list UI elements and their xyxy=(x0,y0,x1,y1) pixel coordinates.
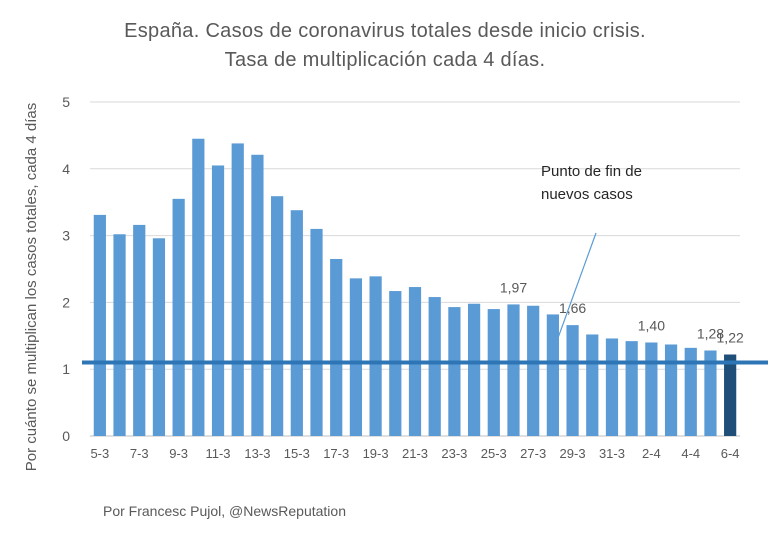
bar xyxy=(527,305,540,436)
x-tick-label: 29-3 xyxy=(560,446,586,461)
chart-subtitle: Tasa de multiplicación cada 4 días. xyxy=(224,49,546,71)
bar xyxy=(467,303,481,436)
bar xyxy=(369,276,382,436)
bar xyxy=(625,341,638,436)
bar xyxy=(605,338,619,436)
bar xyxy=(586,334,599,436)
bar xyxy=(251,154,264,436)
x-tick-label: 4-4 xyxy=(681,446,700,461)
bar xyxy=(271,196,284,436)
y-tick-label: 5 xyxy=(62,94,70,110)
y-tick-label: 3 xyxy=(62,228,70,244)
annotation-arrowhead xyxy=(548,347,557,360)
y-tick-label: 2 xyxy=(62,294,70,310)
bar xyxy=(290,210,303,436)
chart-credit: Por Francesc Pujol, @NewsReputation xyxy=(103,503,346,519)
x-tick-label: 13-3 xyxy=(244,446,270,461)
x-tick-label: 5-3 xyxy=(90,446,109,461)
bar xyxy=(724,354,737,436)
annotation-arrow xyxy=(551,232,597,355)
bar xyxy=(211,165,225,436)
y-axis-label: Por cuánto se multiplican los casos tota… xyxy=(23,103,40,472)
x-tick-label: 11-3 xyxy=(205,446,230,461)
x-tick-label: 7-3 xyxy=(130,446,149,461)
bar xyxy=(330,258,343,436)
bar xyxy=(645,342,658,436)
x-tick-label: 27-3 xyxy=(520,446,546,461)
bar xyxy=(704,350,717,436)
data-label: 1,28 xyxy=(697,325,724,341)
x-tick-label: 23-3 xyxy=(441,446,467,461)
x-tick-label: 2-4 xyxy=(642,446,661,461)
x-tick-label: 9-3 xyxy=(169,446,188,461)
bar xyxy=(428,297,441,436)
bar xyxy=(566,325,579,436)
data-label: 1,97 xyxy=(500,279,527,295)
bar xyxy=(507,304,520,436)
bar xyxy=(684,347,697,436)
bar xyxy=(448,307,461,436)
bar xyxy=(93,214,106,436)
bar xyxy=(231,143,244,436)
data-label: 1,40 xyxy=(638,317,665,333)
x-tick-label: 25-3 xyxy=(481,446,507,461)
x-tick-label: 6-4 xyxy=(721,446,740,461)
bar xyxy=(664,344,678,436)
bar xyxy=(133,224,146,436)
bar xyxy=(310,228,323,436)
data-label: 1,22 xyxy=(717,330,744,346)
bar xyxy=(349,278,363,436)
data-label: 1,66 xyxy=(559,300,586,316)
x-tick-label: 31-3 xyxy=(599,446,625,461)
x-tick-label: 15-3 xyxy=(284,446,310,461)
chart-title: España. Casos de coronavirus totales des… xyxy=(124,20,646,42)
annotation-text: Punto de fin de xyxy=(541,163,642,180)
y-tick-label: 4 xyxy=(62,161,70,177)
x-tick-label: 19-3 xyxy=(363,446,389,461)
bar xyxy=(487,309,500,436)
annotation-text: nuevos casos xyxy=(541,186,633,203)
bar xyxy=(546,314,559,436)
bar xyxy=(152,238,166,436)
bar xyxy=(172,198,185,436)
x-tick-label: 17-3 xyxy=(323,446,349,461)
x-tick-label: 21-3 xyxy=(402,446,428,461)
bar xyxy=(192,138,205,437)
bar xyxy=(113,234,126,436)
y-tick-label: 0 xyxy=(62,428,70,444)
y-tick-label: 1 xyxy=(62,361,70,377)
